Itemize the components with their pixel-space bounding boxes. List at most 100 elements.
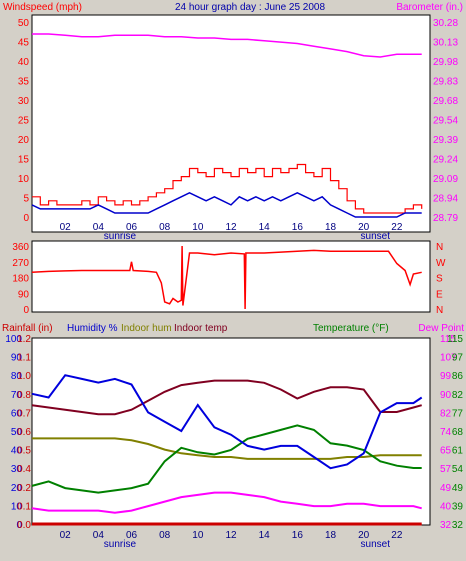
temperature-series-line — [31, 424, 422, 494]
wind-y-tick-label: 5 — [23, 194, 29, 205]
compass-tick-label: N — [436, 242, 443, 253]
direction-y-tick-label: 0 — [23, 305, 29, 316]
dew-point-y-tick-label: 40 — [440, 501, 452, 512]
rainfall-axis-title: Rainfall (in) — [2, 323, 53, 334]
axis-layer: 5045403530252015105030.2830.1329.9829.83… — [5, 18, 463, 550]
rainfall-y-tick-label: 0.6 — [17, 427, 31, 438]
dew-point-y-tick-label: 65 — [440, 446, 452, 457]
dew-point-y-tick-label: 99 — [440, 371, 452, 382]
indoor-hum-series-line — [32, 437, 422, 460]
x-tick-label: 06 — [126, 222, 138, 233]
wind-y-tick-label: 20 — [18, 135, 30, 146]
wind-series-line — [31, 191, 422, 218]
dew-point-y-tick-label: 90 — [440, 390, 452, 401]
humidity-y-tick-label: 50 — [11, 427, 23, 438]
humidity-y-tick-label: 30 — [11, 464, 23, 475]
x-tick-label: 06 — [126, 530, 138, 541]
x-tick-label: 04 — [93, 222, 105, 233]
x-tick-label: 10 — [192, 530, 204, 541]
sunrise-label: sunrise — [104, 539, 137, 550]
humidity-series-line — [31, 374, 423, 470]
temperature-y-tick-label: 61 — [452, 446, 464, 457]
dew-point-y-tick-label: 82 — [440, 408, 452, 419]
temperature-y-tick-label: 86 — [452, 371, 464, 382]
wind-y-tick-label: 10 — [18, 174, 30, 185]
wind-y-tick-label: 30 — [18, 96, 30, 107]
sunset-label: sunset — [361, 231, 391, 242]
rainfall-y-tick-label: 1.2 — [17, 334, 31, 345]
direction-y-tick-label: 270 — [12, 258, 29, 269]
x-tick-label: 10 — [192, 222, 204, 233]
x-tick-label: 12 — [225, 530, 237, 541]
dew-point-y-tick-label: 74 — [440, 427, 452, 438]
windspeed-axis-title: Windspeed (mph) — [3, 2, 82, 13]
rainfall-y-tick-label: 0.7 — [17, 408, 31, 419]
barometer-series-line — [32, 33, 422, 58]
temperature-y-tick-label: 68 — [452, 427, 464, 438]
barometer-y-tick-label: 29.24 — [433, 155, 458, 166]
x-tick-label: 14 — [259, 222, 271, 233]
x-tick-label: 02 — [60, 222, 72, 233]
dew-point-y-tick-label: 57 — [440, 464, 452, 475]
barometer-y-tick-label: 29.83 — [433, 77, 458, 88]
temperature-y-tick-label: 39 — [452, 501, 464, 512]
barometer-y-tick-label: 29.39 — [433, 135, 458, 146]
indoor-temp-legend-label: Indoor temp — [174, 323, 228, 334]
wind-y-tick-label: 45 — [18, 38, 30, 49]
indoor-temp-series-line — [31, 379, 422, 416]
temperature-y-tick-label: 54 — [452, 464, 464, 475]
series-layer — [31, 33, 423, 526]
wind-y-tick-label: 35 — [18, 77, 30, 88]
barometer-y-tick-label: 30.28 — [433, 18, 458, 29]
barometer-y-tick-label: 28.79 — [433, 213, 458, 224]
rainfall-y-tick-label: 0.5 — [17, 446, 31, 457]
x-tick-label: 22 — [391, 222, 403, 233]
x-tick-label: 04 — [93, 530, 105, 541]
humidity-y-tick-label: 100 — [5, 334, 22, 345]
humidity-y-tick-label: 70 — [11, 390, 23, 401]
compass-tick-label: S — [436, 274, 443, 285]
x-tick-label: 08 — [159, 530, 171, 541]
rainfall-y-tick-label: 0.1 — [17, 501, 31, 512]
direction-y-tick-label: 90 — [18, 289, 30, 300]
dew-point-y-tick-label: 49 — [440, 483, 452, 494]
rainfall-y-tick-label: 1.0 — [17, 371, 31, 382]
rainfall-y-tick-label: 0.8 — [17, 390, 31, 401]
barometer-y-tick-label: 29.98 — [433, 57, 458, 68]
wind-y-tick-label: 0 — [23, 213, 29, 224]
gust-series-line — [32, 163, 423, 214]
humidity-y-tick-label: 20 — [11, 483, 23, 494]
sunrise-label: sunrise — [104, 231, 137, 242]
humidity-y-tick-label: 0 — [16, 520, 22, 531]
indoor-hum-legend-label: Indoor hum — [121, 323, 172, 334]
dew-point-legend-label: Dew Point — [418, 323, 464, 334]
x-tick-label: 08 — [159, 222, 171, 233]
x-tick-label: 16 — [292, 222, 304, 233]
direction-y-tick-label: 360 — [12, 242, 29, 253]
humidity-legend-label: Humidity % — [67, 323, 118, 334]
dew-point-y-tick-label: 115 — [440, 334, 456, 345]
dew-point-y-tick-label: 107 — [440, 353, 457, 364]
x-tick-label: 02 — [60, 530, 72, 541]
rainfall-y-tick-label: 0.2 — [17, 483, 31, 494]
wind-plot-area — [31, 14, 431, 233]
sunset-label: sunset — [361, 539, 391, 550]
humidity-y-tick-label: 80 — [11, 371, 23, 382]
temperature-y-tick-label: 82 — [452, 390, 464, 401]
temperature-y-tick-label: 115 — [447, 334, 463, 345]
x-tick-label: 20 — [358, 222, 370, 233]
barometer-y-tick-label: 29.09 — [433, 174, 458, 185]
rainfall-y-tick-label: 1.1 — [17, 353, 31, 364]
barometer-y-tick-label: 30.13 — [433, 38, 458, 49]
wind-y-tick-label: 15 — [18, 155, 30, 166]
dew-point-y-tick-label: 32 — [440, 520, 452, 531]
x-tick-label: 18 — [325, 222, 337, 233]
temperature-y-tick-label: 49 — [452, 483, 464, 494]
x-tick-label: 22 — [391, 530, 403, 541]
x-tick-label: 16 — [292, 530, 304, 541]
compass-tick-label: E — [436, 289, 443, 300]
humidity-y-tick-label: 90 — [11, 353, 23, 364]
temperature-y-tick-label: 97 — [452, 353, 464, 364]
humidity-y-tick-label: 10 — [11, 501, 23, 512]
